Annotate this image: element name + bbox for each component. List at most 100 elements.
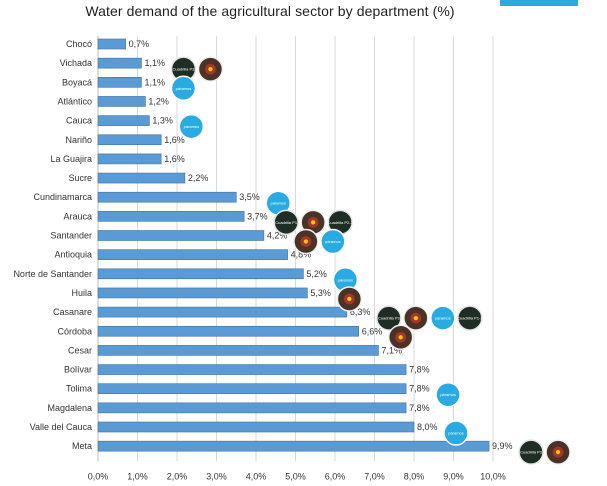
value-label-15: 6,6% bbox=[362, 326, 383, 336]
value-label-6: 1,6% bbox=[164, 154, 185, 164]
bar-1 bbox=[97, 57, 142, 69]
x-tick-label-0: 0,0% bbox=[88, 471, 109, 481]
badge-15 bbox=[457, 305, 483, 331]
badge-text-4: páramos bbox=[270, 201, 286, 206]
category-label-6: La Guajira bbox=[50, 154, 92, 164]
x-tick-label-5: 5,0% bbox=[285, 471, 306, 481]
x-tick-label-4: 4,0% bbox=[246, 471, 267, 481]
value-label-12: 5,2% bbox=[306, 269, 327, 279]
bar-3 bbox=[97, 96, 146, 107]
badge-text-0: Cuadrilla P3 bbox=[173, 67, 196, 72]
bar-2 bbox=[97, 77, 142, 88]
x-tick-label-9: 9,0% bbox=[443, 471, 464, 481]
x-tick-label-7: 7,0% bbox=[364, 471, 385, 481]
bar-11 bbox=[97, 249, 288, 260]
category-label-10: Santander bbox=[50, 231, 92, 241]
badge-text-14: páramos bbox=[435, 316, 451, 321]
category-label-17: Bolívar bbox=[64, 365, 92, 375]
category-label-18: Tolima bbox=[66, 384, 92, 394]
category-label-9: Arauca bbox=[63, 211, 92, 221]
badge-12 bbox=[376, 305, 402, 331]
bar-14 bbox=[97, 306, 348, 318]
badge-17 bbox=[435, 381, 461, 408]
bar-18 bbox=[97, 383, 407, 395]
value-label-0: 0,7% bbox=[129, 39, 150, 49]
bar-20 bbox=[97, 421, 415, 433]
badge-text-3: páramos bbox=[184, 124, 200, 129]
x-tick-label-2: 2,0% bbox=[167, 471, 188, 481]
category-label-8: Cundinamarca bbox=[33, 192, 92, 202]
category-label-5: Nariño bbox=[65, 135, 92, 145]
badge-flower-center-16 bbox=[398, 335, 403, 340]
badge-14 bbox=[430, 305, 456, 331]
category-label-12: Norte de Santander bbox=[13, 269, 92, 279]
category-label-14: Casanare bbox=[53, 307, 92, 317]
badge-2 bbox=[170, 75, 197, 102]
badge-flower-center-20 bbox=[555, 449, 561, 455]
value-label-11: 4,8% bbox=[291, 250, 312, 260]
bar-19 bbox=[97, 402, 407, 414]
value-label-3: 1,2% bbox=[148, 96, 169, 106]
value-label-5: 1,6% bbox=[164, 135, 185, 145]
bar-4 bbox=[97, 115, 150, 126]
category-label-15: Córdoba bbox=[57, 326, 92, 336]
badge-flower-center-1 bbox=[208, 66, 213, 72]
value-label-16: 7,1% bbox=[381, 345, 402, 355]
badge-5 bbox=[273, 209, 299, 236]
badge-18 bbox=[443, 420, 469, 446]
bar-10 bbox=[97, 230, 265, 241]
category-label-1: Vichada bbox=[60, 58, 92, 68]
bar-21 bbox=[97, 440, 490, 452]
badge-text-18: páramos bbox=[448, 431, 464, 436]
category-label-11: Antioquia bbox=[54, 250, 92, 260]
bar-13 bbox=[97, 287, 308, 299]
bar-0 bbox=[97, 38, 126, 50]
value-label-19: 7,8% bbox=[409, 403, 430, 413]
value-label-21: 9,9% bbox=[492, 441, 513, 451]
badge-text-17: páramos bbox=[440, 392, 456, 397]
category-label-0: Chocó bbox=[66, 39, 92, 49]
bar-8 bbox=[97, 191, 237, 203]
category-label-4: Cauca bbox=[66, 116, 92, 126]
value-label-2: 1,1% bbox=[144, 77, 165, 87]
bar-17 bbox=[97, 364, 407, 375]
value-label-1: 1,1% bbox=[144, 58, 165, 68]
badge-flower-center-6 bbox=[310, 220, 316, 225]
badge-text-7: Cuadrilla P2-3 bbox=[327, 220, 353, 225]
bar-7 bbox=[97, 172, 186, 184]
category-label-21: Meta bbox=[72, 441, 92, 451]
x-tick-label-3: 3,0% bbox=[206, 471, 227, 481]
value-label-4: 1,3% bbox=[152, 116, 173, 126]
category-label-2: Boyacá bbox=[62, 77, 92, 87]
badge-9 bbox=[320, 228, 346, 255]
bar-9 bbox=[97, 211, 245, 222]
badge-text-15: Cuadrilla P1-3 bbox=[457, 316, 483, 321]
category-label-13: Huila bbox=[71, 288, 92, 298]
bar-12 bbox=[97, 268, 304, 280]
badge-3 bbox=[178, 113, 205, 140]
x-tick-label-1: 1,0% bbox=[127, 471, 148, 481]
value-label-17: 7,8% bbox=[409, 365, 430, 375]
value-label-13: 5,3% bbox=[310, 288, 331, 298]
badge-text-10: páramos bbox=[338, 277, 354, 282]
category-label-7: Sucre bbox=[68, 173, 92, 183]
bar-5 bbox=[97, 134, 162, 146]
badge-text-2: páramos bbox=[176, 86, 192, 91]
badge-text-9: páramos bbox=[325, 239, 341, 244]
bar-6 bbox=[97, 153, 162, 165]
value-label-8: 3,5% bbox=[239, 192, 260, 202]
category-label-20: Valle del Cauca bbox=[30, 422, 92, 432]
x-tick-label-8: 8,0% bbox=[404, 471, 425, 481]
accent-bar bbox=[500, 0, 578, 6]
value-label-9: 3,7% bbox=[247, 211, 268, 221]
badge-text-5: Cuadrilla P1 bbox=[275, 220, 298, 225]
value-label-18: 7,8% bbox=[409, 384, 430, 394]
bar-16 bbox=[97, 345, 379, 356]
value-label-14: 6,3% bbox=[350, 307, 371, 317]
category-label-3: Atlántico bbox=[57, 96, 92, 106]
category-label-19: Magdalena bbox=[47, 403, 92, 413]
category-label-16: Cesar bbox=[68, 345, 92, 355]
value-label-20: 8,0% bbox=[417, 422, 438, 432]
badge-text-19: Cuadrilla P3 bbox=[520, 450, 543, 455]
